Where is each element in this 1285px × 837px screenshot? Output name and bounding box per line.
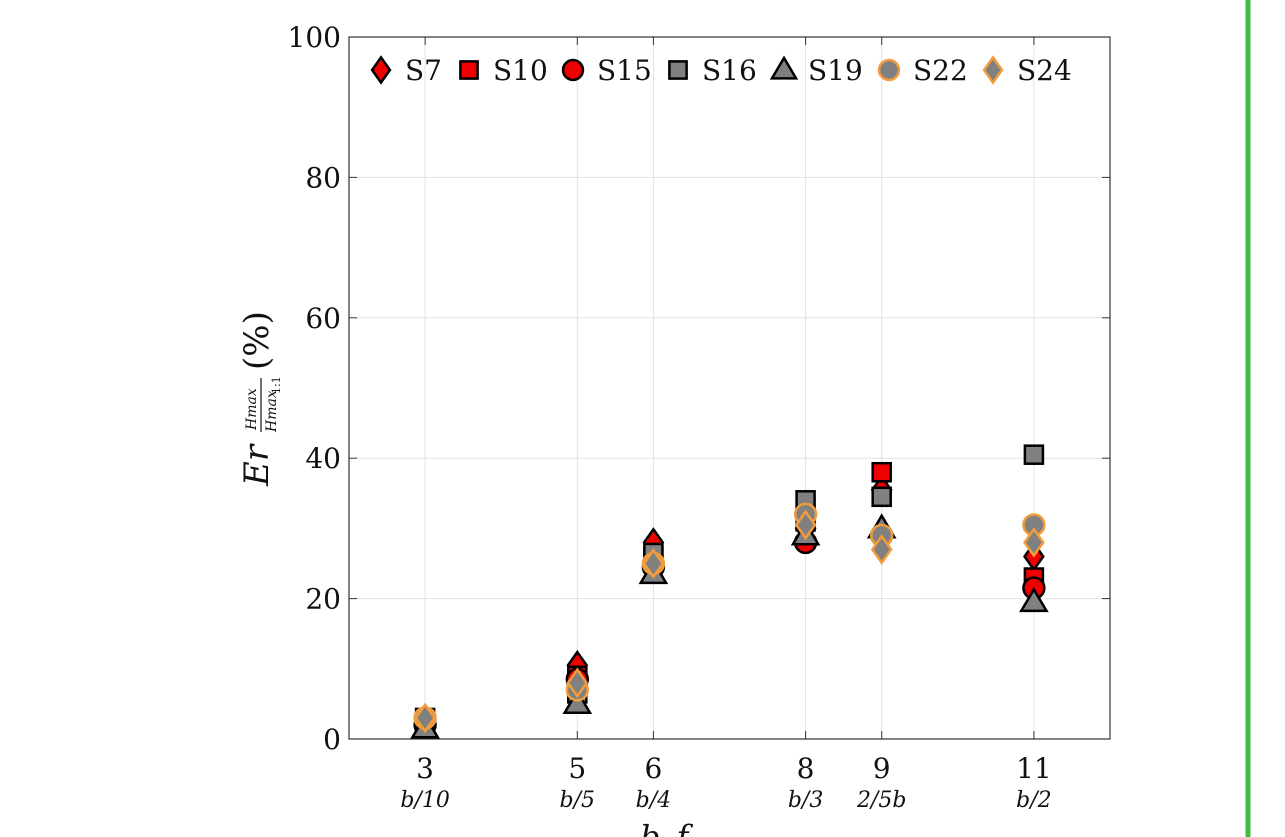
legend-label-S10: S10 bbox=[493, 54, 548, 87]
plot-border bbox=[348, 36, 1111, 740]
y-tick-label: 80 bbox=[305, 161, 341, 194]
x-tick-label: 11 bbox=[1016, 752, 1052, 785]
legend-marker-S16 bbox=[668, 60, 688, 80]
series-S24 bbox=[414, 509, 1045, 734]
legend-label-S16: S16 bbox=[702, 54, 757, 87]
point-S19 bbox=[562, 688, 593, 714]
x-tick-sublabel: b/3 bbox=[788, 788, 824, 813]
x-tick-sublabel: 2/5b bbox=[856, 788, 907, 813]
y-label-frac-den-sub: 1:1 bbox=[270, 376, 283, 394]
y-tick-label: 0 bbox=[323, 723, 341, 756]
x-tick-sublabel: b/2 bbox=[1016, 788, 1052, 813]
point-S19 bbox=[1019, 586, 1049, 613]
point-S24 bbox=[870, 534, 893, 565]
x-tick-sublabel: b/5 bbox=[560, 788, 596, 813]
x-tick-sublabel: b/4 bbox=[636, 788, 672, 813]
y-label-main: Er bbox=[237, 443, 277, 487]
point-S16 bbox=[1023, 444, 1045, 465]
point-S16 bbox=[871, 486, 892, 508]
y-tick-label: 40 bbox=[305, 442, 341, 475]
y-tick-label: 100 bbox=[288, 21, 341, 54]
x-axis-ticks: 3 b/10 5 b/5 6 b/4 8 b/3 9 2/5b 11 b/2 bbox=[400, 37, 1052, 813]
y-label-unit: (%) bbox=[237, 311, 277, 370]
point-S24 bbox=[414, 702, 436, 734]
legend-marker-S19 bbox=[769, 55, 799, 80]
legend-label-S15: S15 bbox=[597, 54, 652, 87]
legend-label-S19: S19 bbox=[808, 54, 863, 87]
legend-marker-S22 bbox=[877, 58, 901, 82]
y-axis-ticks: 0 20 40 60 80 100 bbox=[288, 21, 1110, 756]
x-tick-label: 6 bbox=[644, 752, 662, 785]
legend-label-S22: S22 bbox=[913, 54, 968, 87]
y-tick-label: 60 bbox=[305, 302, 341, 335]
x-tick-label: 8 bbox=[797, 752, 815, 785]
x-tick-label: 9 bbox=[873, 752, 891, 785]
y-label-frac-den: Hmax bbox=[264, 390, 280, 433]
x-tick-sublabel: b/10 bbox=[400, 788, 450, 813]
x-tick-label: 3 bbox=[416, 752, 434, 785]
legend-label-S24: S24 bbox=[1017, 54, 1072, 87]
data-points bbox=[410, 444, 1049, 739]
grid bbox=[349, 37, 1110, 739]
point-S24 bbox=[1023, 527, 1045, 558]
y-label-frac-num: Hmax bbox=[244, 388, 260, 431]
point-S24 bbox=[566, 667, 589, 699]
x-tick-label: 5 bbox=[568, 752, 586, 785]
legend-marker-S24 bbox=[982, 55, 1004, 85]
y-tick-label: 20 bbox=[305, 583, 341, 616]
legend: S7 S10 S15 S16 S19 S22 S24 bbox=[370, 54, 1072, 87]
point-S10 bbox=[871, 461, 892, 483]
legend-marker-S15 bbox=[561, 58, 585, 82]
y-axis-label: Er Hmax Hmax 1:1 (%) bbox=[237, 311, 283, 487]
legend-marker-S10 bbox=[459, 60, 479, 80]
point-S24 bbox=[642, 548, 665, 579]
point-S24 bbox=[794, 509, 817, 541]
legend-marker-S7 bbox=[370, 55, 392, 85]
legend-label-S7: S7 bbox=[405, 54, 442, 87]
x-axis-label: b_f bbox=[640, 818, 693, 837]
plot-area bbox=[349, 37, 1110, 739]
